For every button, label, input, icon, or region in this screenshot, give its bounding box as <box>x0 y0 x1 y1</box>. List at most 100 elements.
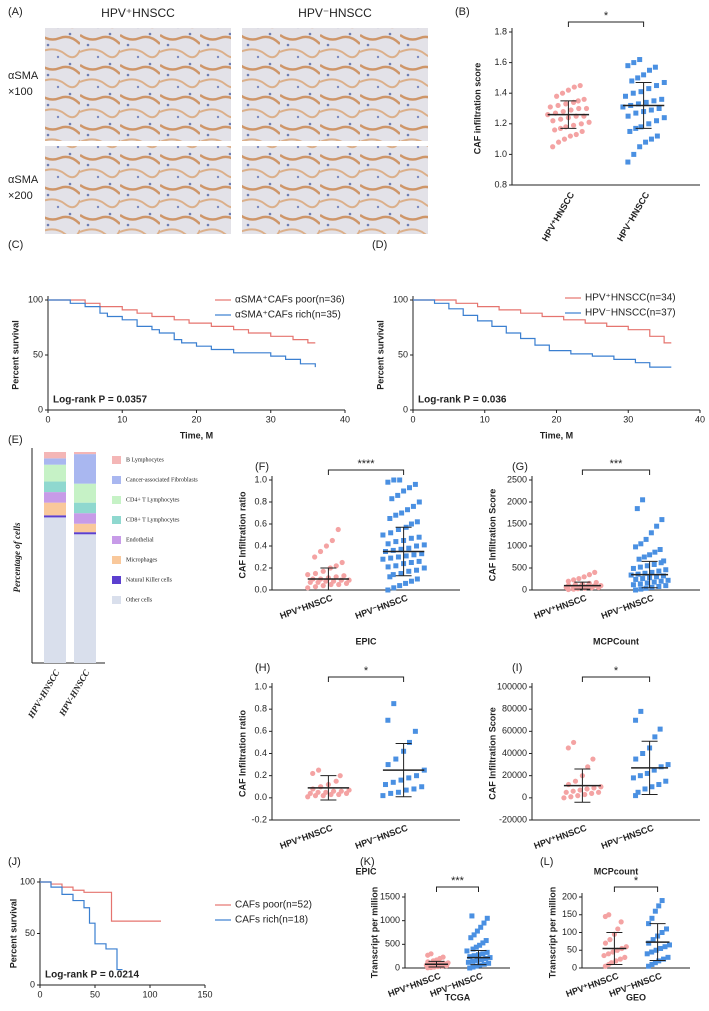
data-point <box>638 541 644 547</box>
x-axis-title: MCPcount <box>594 866 639 876</box>
x-tick-label: HPV⁻HNSCC <box>600 823 656 851</box>
data-point <box>642 570 648 576</box>
data-point <box>305 585 311 591</box>
data-point <box>480 951 486 957</box>
x-tick-label: HPV⁻HNSCC <box>615 190 652 243</box>
data-point <box>555 139 562 145</box>
data-point <box>393 512 399 518</box>
y-tick-label: 0 <box>522 792 527 802</box>
y-axis-title: CAF Infiltration ratio <box>237 710 247 797</box>
data-point <box>305 572 311 578</box>
data-point <box>416 558 422 564</box>
data-point <box>638 708 644 714</box>
error-bar <box>395 743 412 798</box>
survival-curve <box>413 299 672 368</box>
data-point <box>312 584 319 590</box>
data-point <box>636 556 642 562</box>
legend-swatch <box>112 596 121 604</box>
data-point <box>592 569 598 576</box>
survival-curve <box>48 299 316 368</box>
panel-label: (K) <box>360 856 375 868</box>
data-point <box>651 561 657 567</box>
data-point <box>643 139 649 145</box>
error-bar <box>649 923 666 962</box>
x-axis-title: EPIC <box>355 866 377 876</box>
data-point <box>665 954 671 960</box>
bar-segment <box>74 513 96 524</box>
data-point <box>637 564 643 570</box>
data-point <box>570 788 576 794</box>
y-tick-label: 0.2 <box>254 770 267 780</box>
data-point <box>586 119 592 125</box>
data-point <box>595 789 602 795</box>
y-tick-label: 1000 <box>507 540 527 550</box>
data-point <box>590 756 596 762</box>
y-tick-label: 2000 <box>507 496 527 506</box>
error-bar <box>395 526 412 577</box>
data-point <box>648 136 654 142</box>
y-tick-label: 1.2 <box>494 118 507 128</box>
y-tick-label: 20000 <box>502 770 527 780</box>
data-point <box>385 541 391 547</box>
data-point <box>419 784 425 790</box>
y-tick-label: 1.0 <box>494 149 507 159</box>
data-point <box>484 949 490 955</box>
data-point <box>380 556 386 562</box>
x-axis-title: MCPCount <box>593 636 639 646</box>
data-point <box>391 477 397 483</box>
legend-label: HPV⁻HNSCC(n=37) <box>585 308 676 319</box>
y-axis-title: CAF Infiltration Score <box>487 707 497 800</box>
data-point <box>469 913 475 919</box>
data-point <box>659 898 665 904</box>
survival-curve <box>40 881 123 971</box>
y-tick-label: 0.4 <box>254 540 267 550</box>
data-point <box>571 577 577 583</box>
data-point <box>468 935 474 941</box>
data-point <box>483 956 489 962</box>
data-point <box>398 777 404 783</box>
x-tick-label: 30 <box>266 414 276 424</box>
x-tick-label: 40 <box>340 414 350 424</box>
data-point <box>383 782 389 788</box>
data-point <box>638 89 644 95</box>
data-point <box>470 964 476 970</box>
data-point <box>661 79 667 85</box>
x-tick-label: HPV⁻HNSCC <box>354 593 410 621</box>
data-point <box>414 773 420 779</box>
data-point <box>565 745 571 751</box>
legend-swatch <box>112 536 121 544</box>
data-point <box>662 944 668 950</box>
data-point <box>397 583 403 589</box>
row-title: ×100 <box>8 86 33 98</box>
data-point <box>481 920 487 926</box>
data-point <box>642 786 648 792</box>
bar-segment <box>44 464 66 482</box>
y-tick-label: 200 <box>562 891 577 901</box>
data-point <box>405 507 411 513</box>
data-point <box>333 563 339 569</box>
data-point <box>625 159 631 165</box>
data-point <box>408 578 414 584</box>
data-point <box>644 770 650 776</box>
data-point <box>633 717 639 723</box>
data-point <box>637 581 643 587</box>
data-point <box>643 99 649 105</box>
y-tick-label: 1500 <box>507 518 527 528</box>
data-point <box>633 576 639 582</box>
data-point <box>640 576 646 582</box>
data-point <box>661 115 667 121</box>
data-point <box>385 587 391 593</box>
bar-segment <box>74 523 96 533</box>
data-point <box>656 568 662 574</box>
data-point <box>428 951 434 957</box>
panel-label: (C) <box>8 239 23 251</box>
x-tick-label: 20 <box>191 414 201 424</box>
y-tick-label: 500 <box>385 939 400 949</box>
data-point <box>388 790 394 796</box>
error-bar <box>428 960 445 968</box>
data-point <box>635 789 641 795</box>
data-point <box>644 580 650 586</box>
data-point <box>617 956 623 962</box>
legend-label: CAFs poor(n=52) <box>235 900 312 911</box>
data-point <box>601 952 607 959</box>
